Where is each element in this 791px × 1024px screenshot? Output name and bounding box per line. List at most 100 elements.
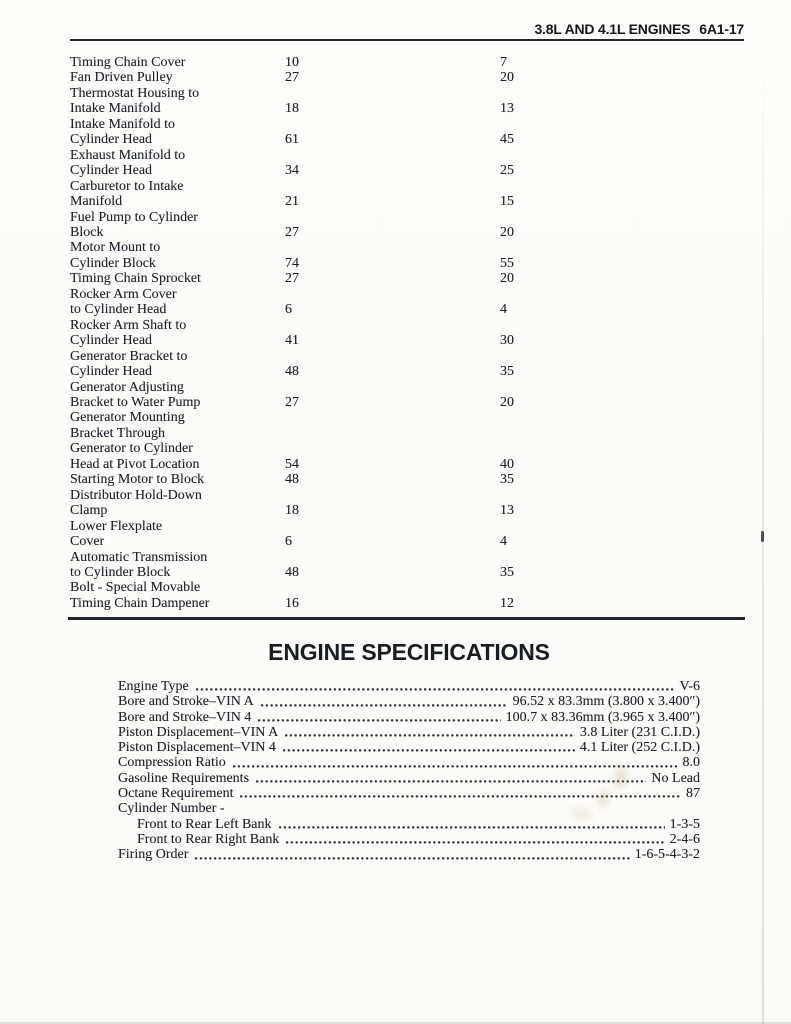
table-row: Distributor Hold-Down [70,488,690,503]
fastener-label: Timing Chain Sprocket [70,271,201,287]
fastener-label: Intake Manifold [70,101,161,117]
table-row: Cylinder Head 41 30 [70,333,690,348]
torque-col2-value: 45 [500,132,514,148]
fastener-label: Generator to Cylinder [70,441,193,457]
fastener-label: to Cylinder Block [70,564,171,580]
page-edge-mark [761,531,764,542]
table-row: Carburetor to Intake [70,179,690,194]
torque-col1-value [285,380,500,395]
table-row: Starting Motor to Block 48 35 [70,472,690,487]
spec-value: 3.8 Liter (231 C.I.D.) [579,724,700,740]
table-row: to Cylinder Head 6 4 [70,302,690,317]
table-row: Manifold 21 15 [70,194,690,209]
fastener-label: Generator Mounting [70,410,185,426]
torque-col1-value: 48 [285,564,299,580]
fastener-label: Cylinder Head [70,132,153,148]
spec-label: Front to Rear Right Bank [137,831,280,847]
dot-leader [240,795,681,799]
spec-value: V-6 [679,679,701,694]
spec-label: Piston Displacement–VIN A [118,724,279,740]
torque-col1-value: 18 [285,101,299,117]
spec-row: Gasoline Requirements No Lead [118,771,700,786]
torque-col1-value: 27 [285,70,299,86]
torque-col2-value: 35 [500,564,514,580]
table-row: Bracket Through [70,426,690,441]
table-row: Generator Mounting [70,410,690,425]
fastener-label: Thermostat Housing to [70,85,200,101]
fastener-label: Bolt - Special Movable [70,580,201,596]
torque-col1-value [285,179,500,194]
fastener-label: Rocker Arm Cover [70,286,177,302]
torque-col1-value [285,117,500,132]
torque-col2-value: 20 [500,394,514,410]
dot-leader [260,703,508,707]
torque-col2-value: 20 [500,271,514,287]
torque-col1-value: 27 [285,271,299,287]
table-row: Cylinder Head 61 45 [70,132,690,147]
page-edge-line [762,60,764,1024]
torque-col2-value: 35 [500,364,514,380]
torque-col2-value: 25 [500,163,514,179]
table-row: Rocker Arm Cover [70,287,690,302]
spec-label: Firing Order [118,847,189,863]
torque-col2-value [500,148,690,163]
torque-col1-value: 74 [285,255,299,271]
torque-col2-value: 35 [500,472,514,488]
dot-leader [282,749,575,753]
torque-col2-value [500,380,690,395]
torque-col2-value [500,519,690,534]
fastener-label: Cylinder Head [70,333,153,349]
fastener-label: Timing Chain Dampener [70,595,210,611]
spec-label: Gasoline Requirements [118,770,250,786]
spec-row: Bore and Stroke–VIN 4 100.7 x 83.36mm (3… [118,710,700,725]
torque-col1-value: 41 [285,333,299,349]
section-divider-rule [68,617,745,620]
dot-leader [195,856,630,860]
spec-label: Bore and Stroke–VIN 4 [118,709,252,725]
torque-col2-value [500,349,690,364]
running-head: 3.8L AND 4.1L ENGINES 6A1-17 [534,21,744,37]
torque-col2-value [500,287,690,302]
spec-label: Bore and Stroke–VIN A [118,694,254,710]
table-row: Thermostat Housing to [70,86,690,101]
fastener-label: Automatic Transmission [70,549,208,565]
torque-col1-value: 18 [285,503,299,519]
fastener-label: Head at Pivot Location [70,456,200,472]
table-row: Cylinder Block 74 55 [70,256,690,271]
torque-col2-value: 13 [500,101,514,117]
dot-leader [195,688,675,692]
torque-col2-value [500,488,690,503]
fastener-label: Bracket Through [70,425,165,441]
spec-value: 1-6-5-4-3-2 [634,847,700,863]
table-row: Intake Manifold to [70,117,690,132]
spec-value: 2-4-6 [669,831,700,847]
torque-col2-value: 30 [500,333,514,349]
spec-value: No Lead [651,770,700,786]
torque-col2-value: 12 [500,595,514,611]
table-row: Timing Chain Dampener 16 12 [70,596,690,611]
fastener-label: Motor Mount to [70,240,161,256]
spec-value: 1-3-5 [669,816,700,832]
torque-col1-value: 61 [285,132,299,148]
torque-col1-value [285,580,500,595]
dot-leader [258,718,501,722]
torque-col2-value: 20 [500,224,514,240]
fastener-label: Fuel Pump to Cylinder [70,209,198,225]
torque-col1-value [285,441,500,456]
torque-col2-value: 4 [500,534,507,550]
torque-col2-value [500,318,690,333]
spec-row: Piston Displacement–VIN A 3.8 Liter (231… [118,725,700,740]
spec-row: Cylinder Number - [118,801,700,816]
engine-specifications-title: ENGINE SPECIFICATIONS [268,639,550,665]
fastener-label: Exhaust Manifold to [70,147,186,163]
table-row: Timing Chain Sprocket 27 20 [70,271,690,286]
fastener-label: to Cylinder Head [70,302,167,318]
spec-label: Cylinder Number - [118,801,225,817]
fastener-label: Fan Driven Pulley [70,70,173,86]
header-rule [70,39,744,41]
fastener-label: Block [70,224,104,240]
torque-col1-value [285,488,500,503]
torque-col2-value [500,117,690,132]
table-row: Fan Driven Pulley 27 20 [70,70,690,85]
torque-col1-value: 48 [285,364,299,380]
